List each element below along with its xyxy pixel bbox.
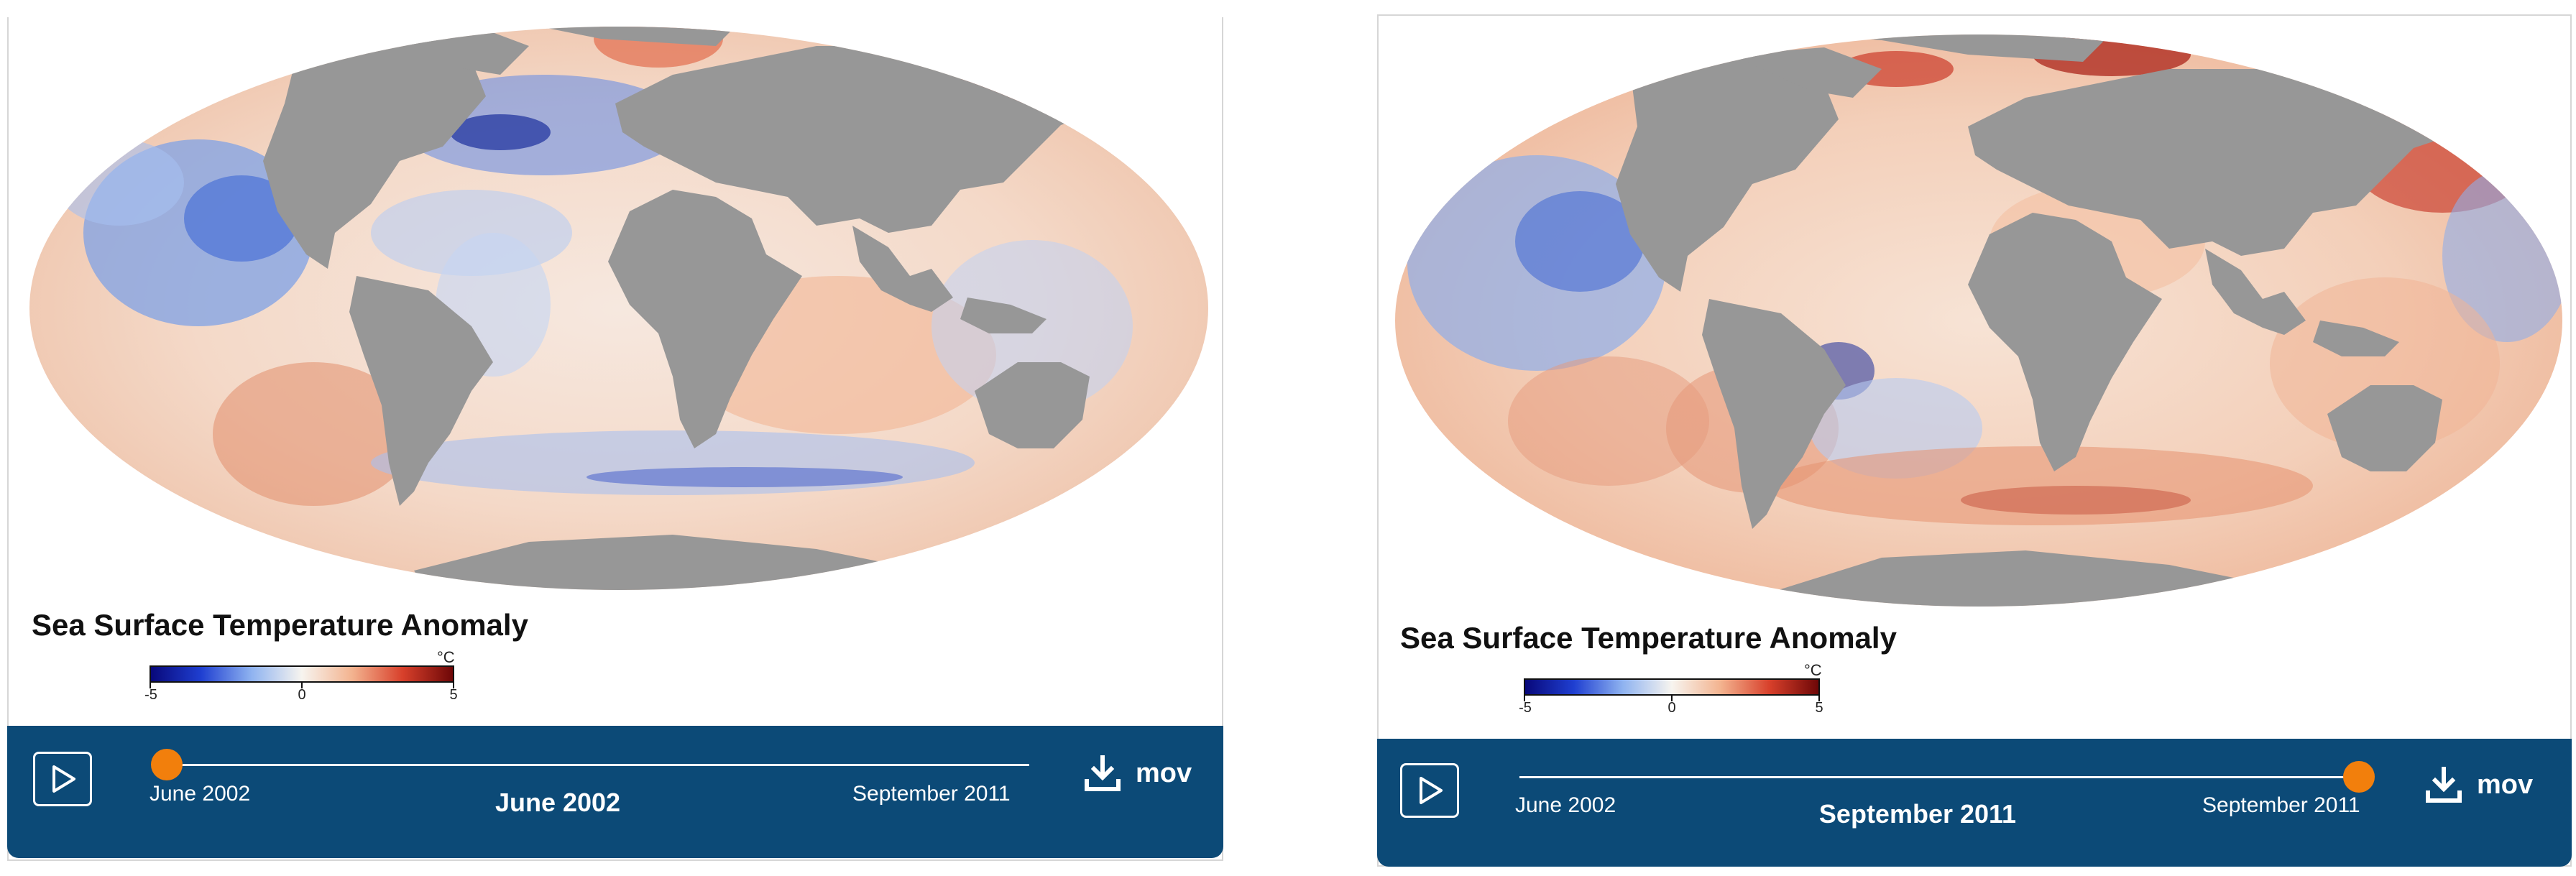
color-legend: °C -5 0 5 xyxy=(144,648,480,706)
sea-temperature-map xyxy=(1393,26,2564,608)
play-icon xyxy=(1420,777,1443,804)
timeline-track[interactable] xyxy=(1519,776,2359,778)
current-date-label: June 2002 xyxy=(494,788,621,817)
timeline-thumb[interactable] xyxy=(2343,761,2375,793)
legend-tick-min xyxy=(1524,694,1525,701)
timeline-end-label: September 2011 xyxy=(2202,793,2360,817)
map-title: Sea Surface Temperature Anomaly xyxy=(32,608,528,642)
legend-tick-mid xyxy=(1671,694,1673,701)
legend-unit: °C xyxy=(437,648,455,666)
download-label: mov xyxy=(1136,757,1192,788)
play-button[interactable] xyxy=(33,752,92,806)
sea-temperature-map xyxy=(26,17,1212,592)
world-map-svg xyxy=(29,27,1208,590)
legend-tick-min xyxy=(150,681,151,688)
legend-mid-label: 0 xyxy=(1668,700,1676,716)
playback-controls: June 2002 September 2011 September 2011 … xyxy=(1377,739,2572,867)
legend-tick-max xyxy=(1818,694,1820,701)
legend-unit: °C xyxy=(1804,661,1822,679)
legend-max-label: 5 xyxy=(1815,700,1823,716)
legend-color-bar xyxy=(150,665,454,683)
legend-tick-max xyxy=(453,681,454,688)
legend-mid-label: 0 xyxy=(298,687,306,703)
legend-color-bar xyxy=(1524,678,1820,696)
download-icon xyxy=(1085,755,1121,791)
timeline-start-label: June 2002 xyxy=(150,782,251,806)
world-map-svg xyxy=(1395,34,2562,607)
legend-tick-mid xyxy=(301,681,303,688)
map-title: Sea Surface Temperature Anomaly xyxy=(1400,621,1897,655)
timeline-start-label: June 2002 xyxy=(1515,793,1616,817)
timeline-thumb[interactable] xyxy=(151,749,183,780)
legend-min-label: -5 xyxy=(1519,700,1532,716)
timeline-track[interactable] xyxy=(167,764,1029,766)
download-icon xyxy=(2426,767,2462,803)
map-panel-left: Sea Surface Temperature Anomaly °C -5 0 … xyxy=(7,17,1223,861)
map-panel-right: Sea Surface Temperature Anomaly °C -5 0 … xyxy=(1377,14,2572,867)
current-date-label: September 2011 xyxy=(1818,799,2017,829)
color-legend: °C -5 0 5 xyxy=(1519,661,1854,719)
download-mov-button[interactable]: mov xyxy=(2425,766,2533,803)
timeline-end-label: September 2011 xyxy=(852,782,1011,806)
download-label: mov xyxy=(2477,769,2534,800)
legend-min-label: -5 xyxy=(144,687,157,703)
play-icon xyxy=(52,765,76,793)
download-mov-button[interactable]: mov xyxy=(1084,755,1192,792)
play-button[interactable] xyxy=(1400,763,1459,818)
legend-max-label: 5 xyxy=(449,687,458,703)
playback-controls: June 2002 June 2002 September 2011 mov xyxy=(7,726,1223,858)
